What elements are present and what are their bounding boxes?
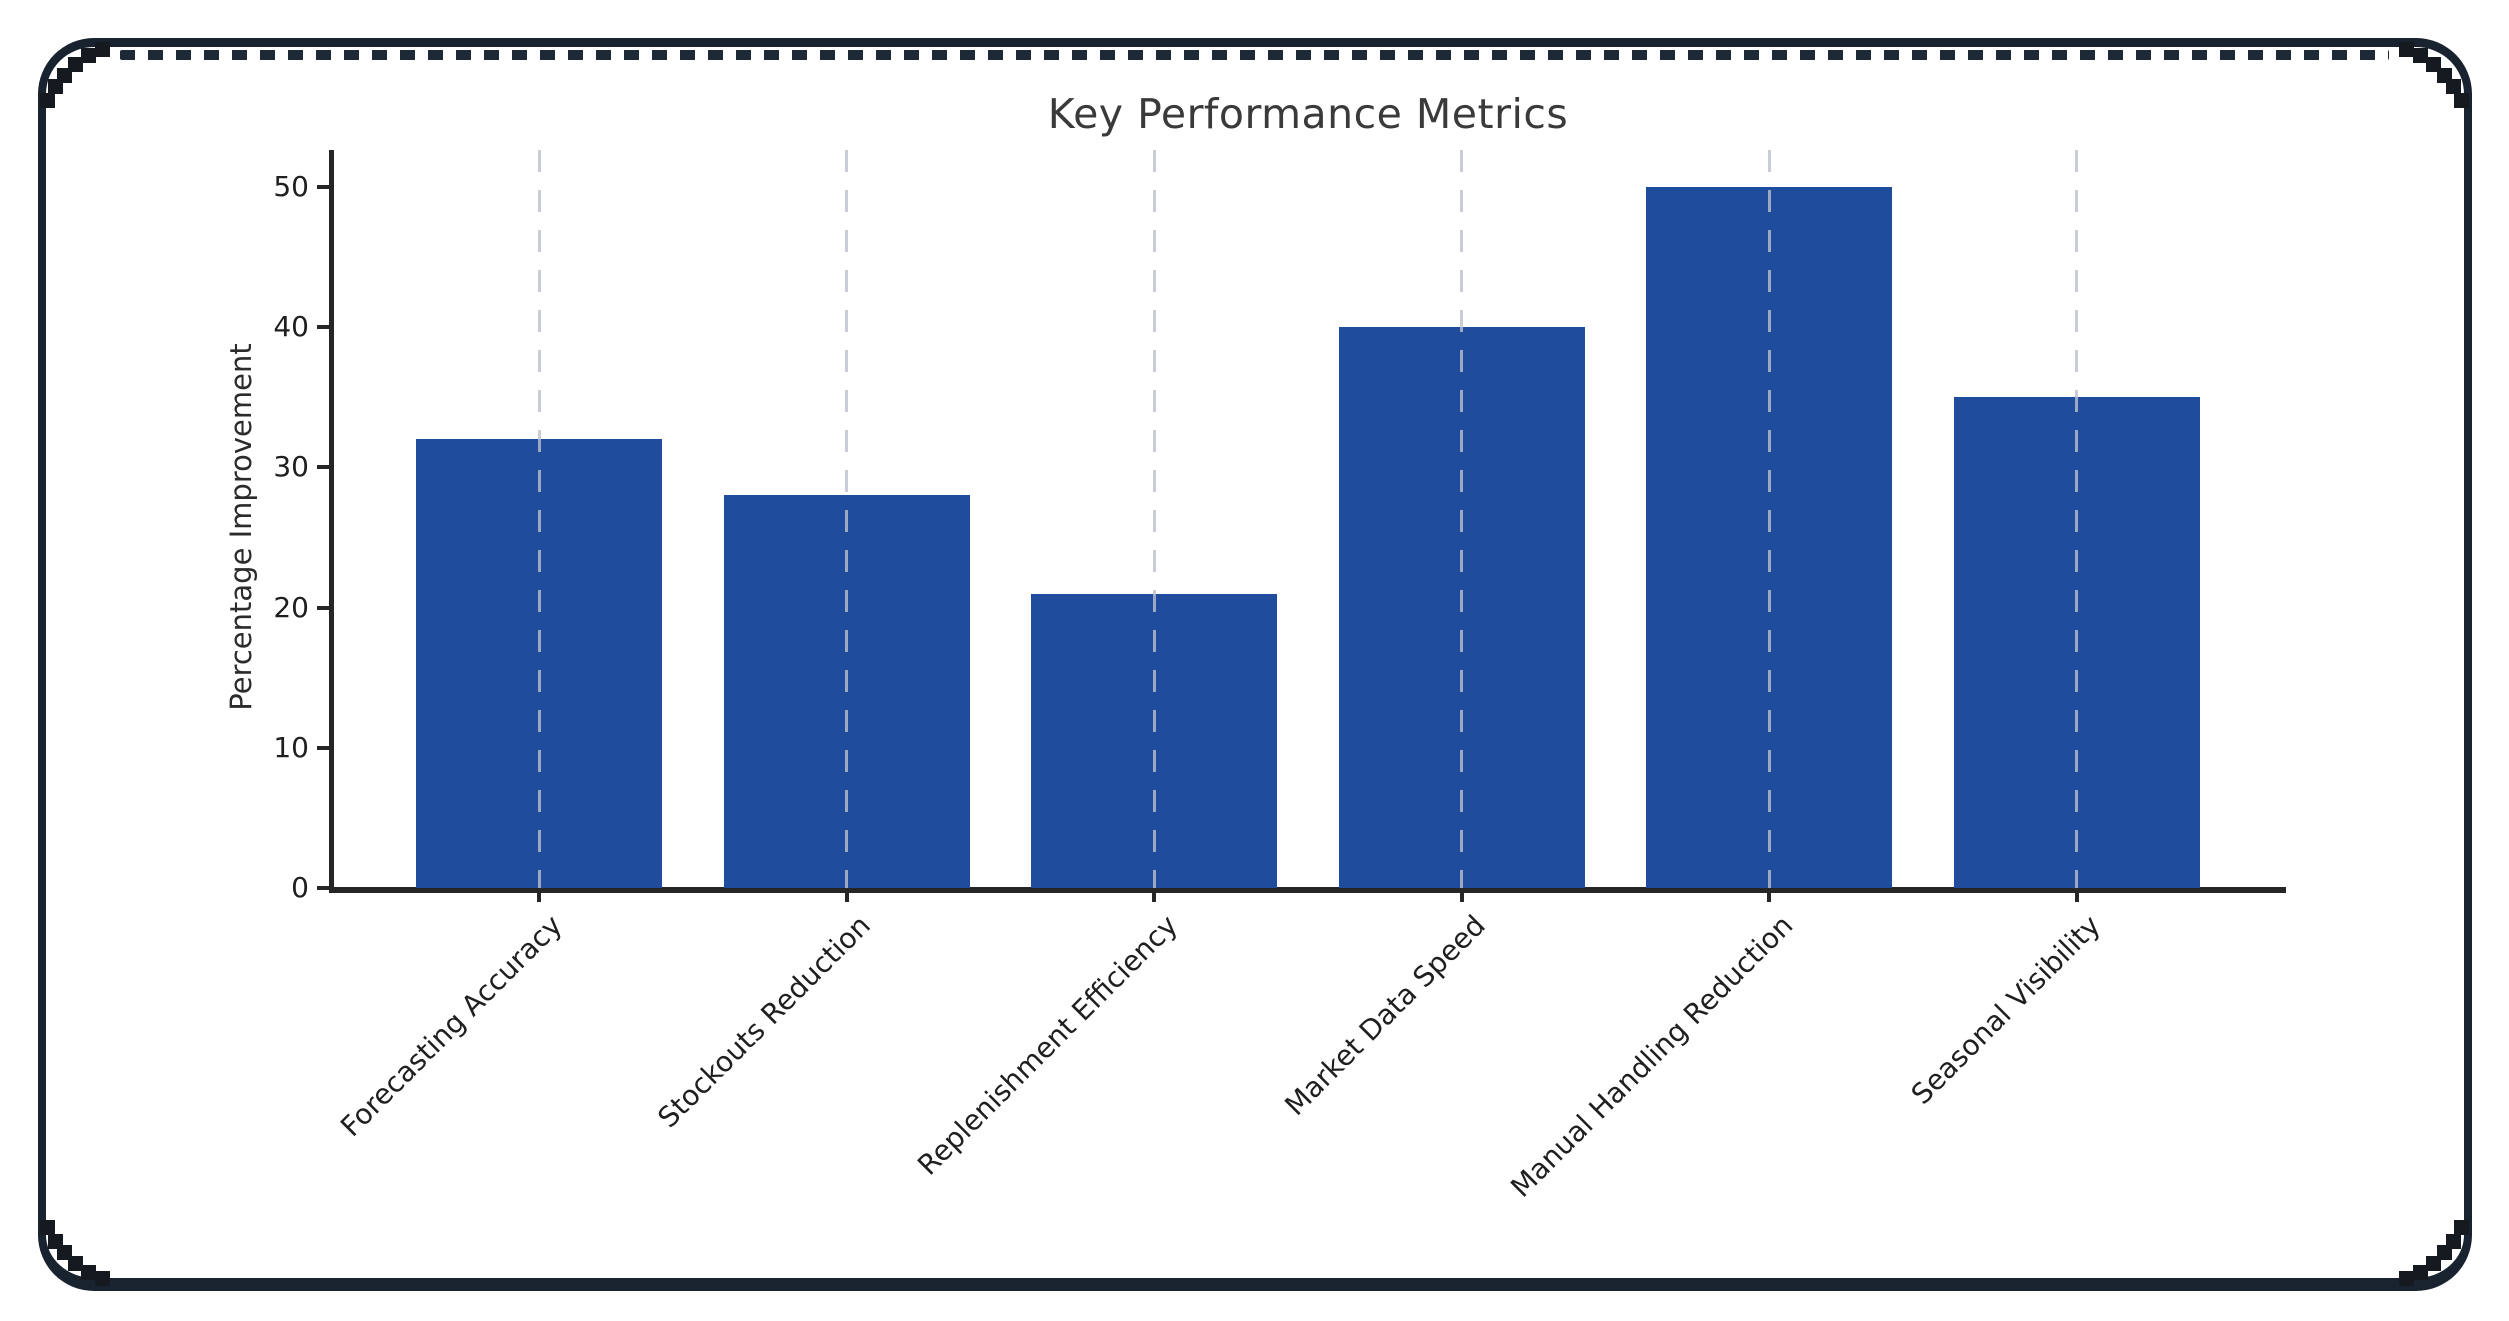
y-tick-label-40: 40 [273,310,309,344]
y-tick-label-50: 50 [273,170,309,203]
x-tick-0 [537,891,541,902]
x-tick-5 [2074,891,2079,902]
x-tick-2 [1152,891,1156,902]
frame-pixel-step [81,48,96,63]
decorative-frame [38,38,2472,1291]
frame-pixel-step [95,42,110,57]
frame-pixel-step [40,1220,55,1235]
x-tick-1 [844,891,849,902]
y-tick-50 [317,185,329,189]
y-tick-label-0: 0 [291,871,309,904]
y-tick-0 [317,886,329,890]
frame-pixel-step [95,1271,110,1286]
frame-pixel-step [2399,1271,2414,1286]
frame-pixel-step [2426,57,2441,72]
frame-pixel-step [2454,1220,2469,1235]
frame-pixel-step [81,1265,96,1280]
gridline-3 [1460,150,1463,888]
gridline-4 [1767,150,1771,888]
frame-pixel-step [2399,42,2414,57]
y-axis-spine [329,150,334,893]
x-tick-3 [1459,891,1464,902]
y-tick-20 [317,605,329,610]
frame-pixel-step [68,57,83,72]
gridline-2 [1152,150,1156,888]
chart-title: Key Performance Metrics [1047,90,1569,138]
x-tick-4 [1767,891,1771,902]
y-tick-label-20: 20 [273,590,309,624]
y-tick-30 [317,465,329,470]
frame-pixel-step [68,1256,83,1271]
frame-pixel-step [2454,93,2469,108]
y-tick-10 [317,745,329,750]
gridline-1 [845,150,848,888]
gridline-0 [537,150,541,888]
frame-pixel-step [40,93,55,108]
y-tick-label-30: 30 [273,450,309,484]
frame-pixel-step [2413,1265,2428,1280]
y-tick-40 [317,325,329,330]
frame-pixel-step [2413,48,2428,63]
frame-stitch-dashes [120,50,2389,60]
gridline-5 [2075,150,2078,888]
x-axis-spine [329,887,2286,893]
y-axis-label: Percentage Improvement [224,343,258,711]
frame-pixel-step [2426,1256,2441,1271]
y-tick-label-10: 10 [273,730,309,764]
